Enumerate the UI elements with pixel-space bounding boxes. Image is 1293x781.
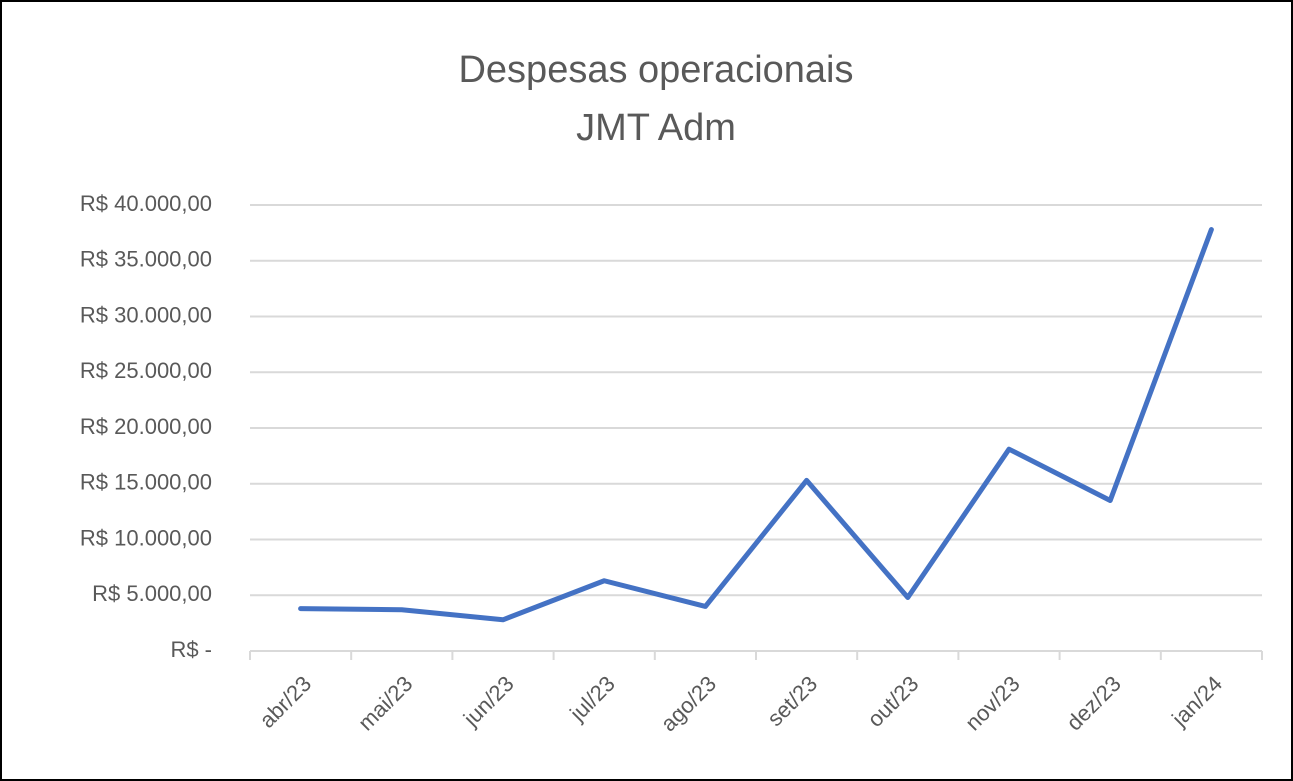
chart-title: Despesas operacionais — [458, 49, 853, 91]
y-tick-label: R$ 20.000,00 — [80, 414, 212, 439]
y-tick-label: R$ 15.000,00 — [80, 470, 212, 495]
y-tick-label: R$ 10.000,00 — [80, 525, 212, 550]
chart-subtitle: JMT Adm — [576, 107, 736, 149]
y-tick-label: R$ 30.000,00 — [80, 302, 212, 327]
y-tick-label: R$ 5.000,00 — [92, 581, 212, 606]
y-tick-label: R$ - — [170, 637, 212, 662]
data-line — [298, 227, 1214, 623]
y-tick-label: R$ 25.000,00 — [80, 358, 212, 383]
y-tick-label: R$ 40.000,00 — [80, 191, 212, 216]
y-tick-label: R$ 35.000,00 — [80, 247, 212, 272]
